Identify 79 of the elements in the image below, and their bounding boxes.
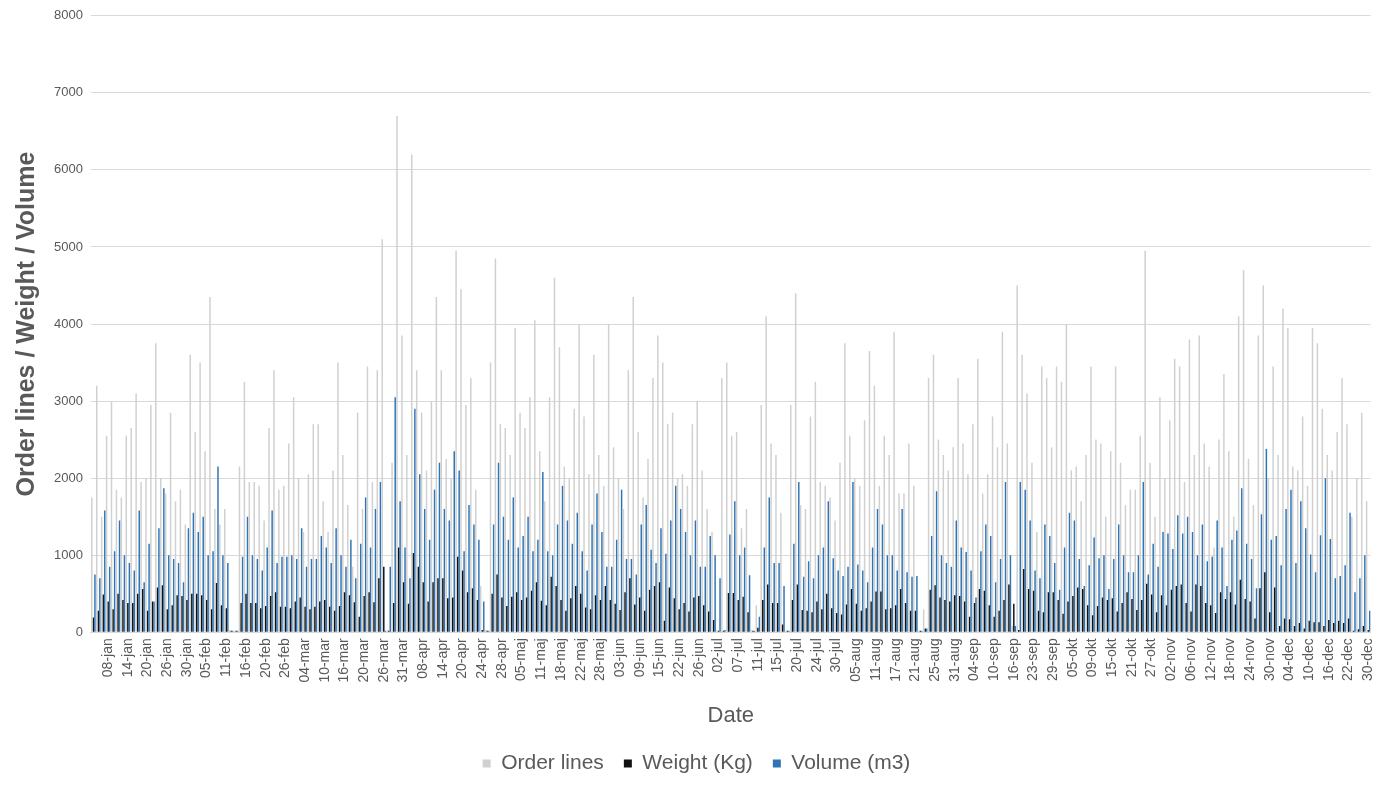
x-tick-label: 20-mar	[354, 637, 371, 683]
x-tick-label: 21-aug	[906, 638, 923, 682]
x-tick-label: 20-feb	[256, 638, 273, 678]
x-tick-label: 24-jul	[807, 638, 824, 673]
x-tick-label: 21-okt	[1122, 638, 1139, 678]
legend-label: Weight (Kg)	[642, 750, 753, 774]
x-tick-label: 20-jul	[788, 638, 805, 673]
x-tick-label: 04-mar	[295, 637, 312, 683]
x-tick-label: 18-maj	[551, 638, 568, 682]
x-tick-label: 18-nov	[1221, 638, 1238, 682]
x-tick-label: 14-jan	[118, 638, 135, 678]
y-tick-label: 2000	[54, 469, 83, 485]
x-tick-label: 15-jul	[768, 638, 785, 673]
x-tick-label: 08-apr	[414, 637, 431, 679]
x-tick-label: 05-aug	[847, 638, 864, 682]
x-tick-label: 25-aug	[925, 638, 942, 682]
y-tick-label: 5000	[54, 238, 83, 254]
x-tick-label: 30-nov	[1260, 638, 1277, 682]
y-tick-label: 6000	[54, 161, 83, 177]
x-tick-label: 26-jun	[689, 638, 706, 678]
x-tick-label: 16-sep	[1004, 638, 1021, 682]
x-tick-label: 23-sep	[1024, 638, 1041, 682]
x-tick-label: 15-okt	[1103, 638, 1120, 678]
x-tick-label: 20-jan	[138, 638, 155, 678]
x-tick-label: 02-nov	[1162, 638, 1179, 682]
x-tick-label: 26-jan	[158, 638, 175, 678]
x-tick-label: 11-jul	[748, 638, 765, 672]
y-tick-label: 4000	[54, 315, 83, 331]
x-tick-label: 06-nov	[1181, 638, 1198, 682]
x-tick-label: 05-feb	[197, 638, 214, 678]
x-tick-label: 10-dec	[1299, 638, 1316, 682]
x-tick-label: 17-aug	[886, 638, 903, 682]
x-tick-label: 24-apr	[473, 637, 490, 679]
x-tick-label: 30-dec	[1359, 638, 1376, 682]
x-tick-label: 20-apr	[453, 637, 470, 679]
x-tick-label: 05-okt	[1063, 638, 1080, 678]
x-tick-label: 24-nov	[1240, 638, 1257, 682]
x-tick-label: 26-mar	[374, 637, 391, 683]
x-tick-label: 16-dec	[1319, 638, 1336, 682]
x-tick-label: 29-sep	[1044, 638, 1061, 682]
y-tick-label: 7000	[54, 84, 83, 100]
x-tick-label: 31-mar	[394, 637, 411, 683]
x-tick-label: 28-maj	[591, 638, 608, 682]
x-tick-label: 07-jul	[729, 638, 746, 673]
x-tick-label: 16-mar	[335, 637, 352, 683]
x-tick-label: 12-nov	[1201, 638, 1218, 682]
x-tick-label: 04-dec	[1280, 638, 1297, 682]
x-tick-label: 05-maj	[512, 638, 529, 682]
x-tick-label: 10-sep	[984, 638, 1001, 682]
x-tick-label: 11-feb	[217, 638, 234, 677]
y-tick-label: 0	[75, 623, 83, 639]
x-tick-label: 11-aug	[866, 638, 883, 681]
y-tick-label: 3000	[54, 392, 83, 408]
x-tick-label: 09-okt	[1083, 638, 1100, 678]
x-tick-label: 22-maj	[571, 638, 588, 682]
x-tick-label: 02-jul	[709, 638, 726, 673]
x-tick-label: 09-jun	[630, 638, 647, 678]
legend-label: Order lines	[501, 750, 604, 774]
y-tick-label: 1000	[54, 546, 83, 562]
x-tick-label: 08-jan	[99, 638, 116, 678]
x-tick-label: 14-apr	[433, 637, 450, 679]
x-tick-label: 11-maj	[532, 638, 549, 681]
x-tick-label: 15-jun	[650, 638, 667, 678]
x-tick-label: 22-dec	[1339, 638, 1356, 682]
x-tick-label: 30-jul	[827, 638, 844, 673]
x-axis-title: Date	[707, 701, 755, 727]
x-tick-label: 28-apr	[492, 637, 509, 679]
legend-label: Volume (m3)	[791, 750, 911, 774]
x-tick-label: 03-jun	[610, 638, 627, 678]
y-axis-title: Order lines / Weight / Volume	[10, 151, 39, 497]
x-tick-label: 04-sep	[965, 638, 982, 682]
y-tick-label: 8000	[54, 7, 83, 23]
x-tick-label: 31-aug	[945, 638, 962, 682]
x-tick-label: 30-jan	[177, 638, 194, 678]
x-tick-label: 16-feb	[236, 638, 253, 678]
x-tick-label: 27-okt	[1142, 638, 1159, 678]
x-tick-label: 26-feb	[276, 638, 293, 678]
x-tick-label: 10-mar	[315, 637, 332, 683]
x-tick-label: 22-jun	[669, 638, 686, 678]
